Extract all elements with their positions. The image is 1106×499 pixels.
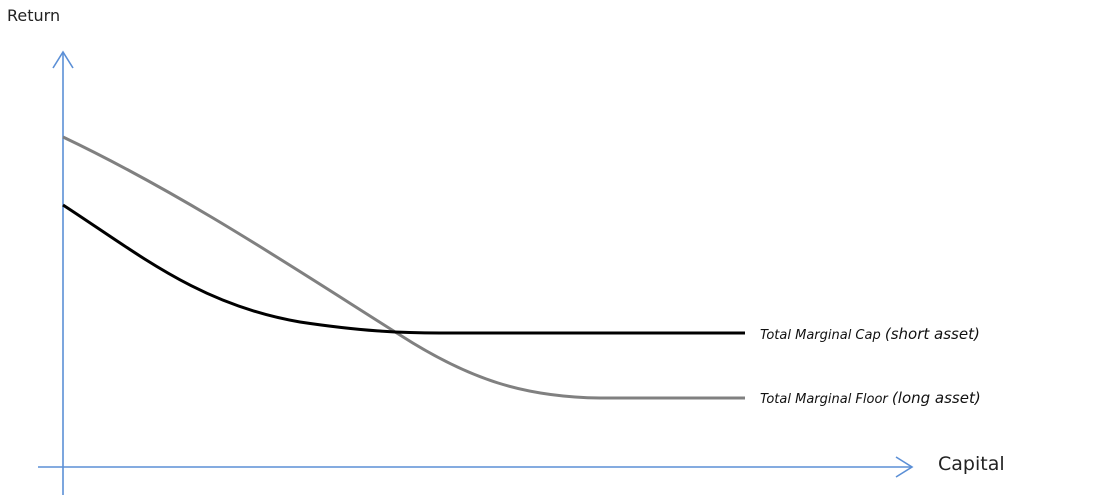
floor-curve-label: Total Marginal Floor (long asset) <box>760 389 981 407</box>
cap-curve-name: Total Marginal Cap <box>760 328 881 343</box>
x-axis-label: Capital <box>938 453 1005 475</box>
total-marginal-floor-curve <box>62 135 745 400</box>
floor-curve-qualifier: (long asset) <box>891 389 981 407</box>
cap-curve-label: Total Marginal Cap (short asset) <box>760 325 980 343</box>
x-axis-arrowhead <box>895 456 914 478</box>
floor-curve-name: Total Marginal Floor <box>760 392 888 407</box>
y-axis-arrowhead <box>52 50 74 69</box>
total-marginal-cap-curve <box>62 203 745 335</box>
cap-curve-qualifier: (short asset) <box>884 325 980 343</box>
y-axis-label: Return <box>7 6 61 25</box>
